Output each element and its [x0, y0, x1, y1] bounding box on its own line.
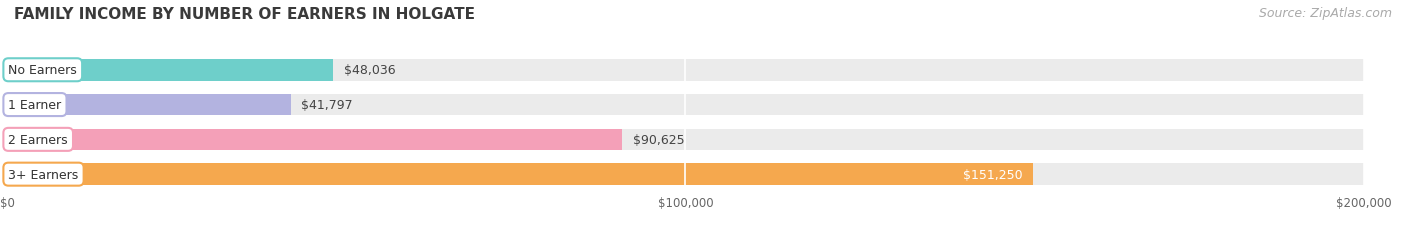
Text: Source: ZipAtlas.com: Source: ZipAtlas.com — [1258, 7, 1392, 20]
Bar — [7, 129, 1364, 151]
Text: $48,036: $48,036 — [343, 64, 395, 77]
Bar — [7, 60, 1364, 81]
Bar — [7, 94, 291, 116]
Bar — [7, 164, 1033, 185]
Bar — [7, 164, 1364, 185]
Text: 3+ Earners: 3+ Earners — [8, 168, 79, 181]
Bar — [7, 129, 621, 151]
Text: FAMILY INCOME BY NUMBER OF EARNERS IN HOLGATE: FAMILY INCOME BY NUMBER OF EARNERS IN HO… — [14, 7, 475, 22]
Text: No Earners: No Earners — [8, 64, 77, 77]
Text: $41,797: $41,797 — [301, 99, 353, 112]
Text: 1 Earner: 1 Earner — [8, 99, 62, 112]
Text: $151,250: $151,250 — [963, 168, 1022, 181]
Bar — [7, 60, 333, 81]
Text: 2 Earners: 2 Earners — [8, 133, 67, 146]
Text: $90,625: $90,625 — [633, 133, 685, 146]
Bar — [7, 94, 1364, 116]
